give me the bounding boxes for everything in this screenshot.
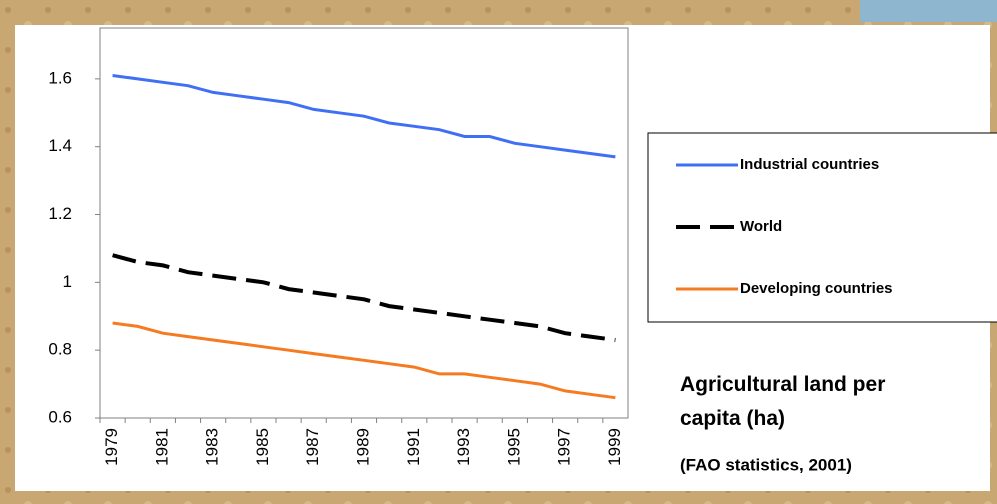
legend-label: Industrial countries: [740, 156, 879, 173]
plot: 0.6 0.8 1 1.2 1.4 1.6 1979 1981 1983 1985 1987 1989…: [48, 68, 892, 465]
x-tick-label: 1991: [404, 428, 423, 466]
y-tick-label: 1.4: [48, 136, 72, 155]
y-tick-label: 1.2: [48, 204, 72, 223]
x-tick-label: 1979: [102, 428, 121, 466]
series-line: [112, 74, 616, 159]
x-tick-label: 1989: [353, 428, 372, 466]
x-tick-label: 1983: [203, 428, 222, 466]
y-tick-label: 1.6: [48, 68, 72, 87]
x-tick-label: 1987: [303, 428, 322, 466]
x-tick-label: 1999: [605, 428, 624, 466]
x-tick-label: 1997: [555, 428, 574, 466]
x-tick-label: 1995: [504, 428, 523, 466]
chart-subtitle: (FAO statistics, 2001): [680, 455, 852, 474]
x-tick-label: 1985: [253, 428, 272, 466]
background-patch: [860, 0, 997, 22]
plot-area: [99, 27, 629, 419]
series-line: [112, 253, 616, 342]
y-tick-label: 0.8: [48, 340, 72, 359]
y-tick-label: 1: [63, 272, 72, 291]
legend-label: Developing countries: [740, 280, 893, 297]
series-line: [112, 321, 616, 400]
x-tick-label: 1981: [152, 428, 171, 466]
chart-title: Agricultural land per capita (ha): [680, 373, 885, 430]
y-tick-label: 0.6: [48, 407, 72, 426]
legend-label: World: [740, 218, 782, 235]
x-tick-label: 1993: [454, 428, 473, 466]
